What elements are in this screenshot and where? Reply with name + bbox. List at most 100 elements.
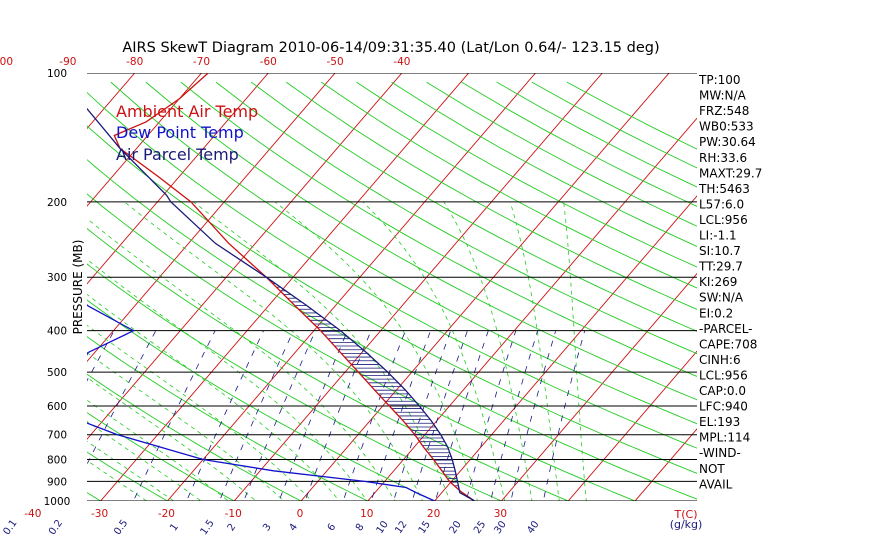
mixing-ratio-tick-label: 15 [417, 519, 433, 536]
stability-index-entry: NOT [699, 462, 725, 476]
isotherm-line [567, 350, 697, 501]
sounding-series [87, 73, 476, 501]
top-temp-tick-label: -100 [0, 56, 13, 68]
stability-index-entry: SW:N/A [699, 291, 744, 305]
isotherm-line [434, 195, 697, 501]
dry-adiabat-line [321, 81, 697, 289]
isotherm-line [87, 73, 336, 363]
moist-adiabat-line [193, 201, 451, 501]
stability-index-entry: MAXT:29.7 [699, 166, 762, 180]
isotherm-line [0, 63, 76, 510]
stability-index-entry: FRZ:548 [699, 104, 749, 118]
stability-index-entry: PW:30.64 [699, 135, 756, 149]
dry-adiabat-line [87, 451, 169, 501]
isotherm-line [500, 272, 697, 501]
bottom-temp-tick-label: -30 [91, 508, 108, 520]
bottom-temp-tick-label: 20 [427, 508, 440, 520]
mixing-ratio-tick-labels: 0.1 0.2 0.5 1 1.5 2 3 4 6 8 10 12 15 20 25 30 40 [1, 518, 541, 537]
stability-index-entry: EL:193 [699, 415, 740, 429]
mixing-ratio-tick-label: 30 [492, 519, 508, 536]
legend: Ambient Air Temp Dew Point Temp Air Parc… [116, 102, 258, 164]
mixing-ratio-unit-label: (g/kg) [670, 518, 703, 531]
stability-index-entry: RH:33.6 [699, 151, 747, 165]
top-temp-tick-label: -40 [393, 56, 410, 68]
dry-adiabat-line [87, 263, 503, 501]
bottom-temp-tick-label: -10 [225, 508, 242, 520]
stability-index-entry: CAPE:708 [699, 337, 757, 351]
mixing-ratio-tick-label: 1 [168, 522, 181, 534]
legend-ambient-air-temp: Ambient Air Temp [116, 102, 258, 121]
cape-area [268, 279, 460, 490]
stability-index-entry: LI:-1.1 [699, 229, 737, 243]
mixing-ratio-tick-label: 25 [472, 519, 488, 536]
stability-index-entry: SI:10.7 [699, 244, 741, 258]
pressure-tick-labels: 100 200 300 400 500 600 700 800 900 1000 [44, 68, 71, 508]
dry-adiabat-line [0, 82, 48, 510]
legend-air-parcel-temp: Air Parcel Temp [116, 145, 239, 164]
dry-adiabat-line [87, 91, 697, 449]
mixing-ratio-line [542, 330, 586, 501]
dry-adiabat-line [87, 373, 303, 501]
mixing-ratio-line [186, 330, 264, 501]
mixing-ratio-tick-label: 0.5 [112, 518, 130, 537]
stability-index-entry: L57:6.0 [699, 197, 744, 211]
isotherms [0, 63, 697, 510]
x-axis-label: T(C) [674, 508, 698, 521]
pressure-tick-label: 900 [47, 476, 67, 488]
pressure-tick-label: 300 [47, 272, 67, 284]
stability-index-entry: MPL:114 [699, 431, 750, 445]
mixing-ratio-line [490, 330, 538, 501]
isotherm-line [87, 73, 403, 440]
series-line [87, 304, 435, 501]
stability-index-entry: LCL:956 [699, 213, 748, 227]
mixing-ratio-tick-label: 2 [226, 522, 239, 534]
stability-index-entry: TH:5463 [698, 182, 750, 196]
bottom-temp-tick-label: 10 [360, 508, 373, 520]
mixing-ratio-tick-label: 6 [326, 522, 339, 534]
isobars [87, 73, 697, 501]
mixing-ratio-tick-label: 3 [261, 522, 274, 534]
dry-adiabat-line [180, 81, 697, 377]
moist-adiabat-line [87, 420, 202, 501]
moist-adiabat-line [87, 258, 368, 501]
dry-adiabat-line [215, 81, 697, 355]
top-temp-tick-label: -70 [193, 56, 210, 68]
dry-adiabat-line [87, 299, 436, 501]
stability-index-entry: MW:N/A [699, 89, 747, 103]
dry-adiabat-line [110, 81, 697, 425]
isotherm-line [100, 73, 470, 501]
moist-adiabat-line [87, 293, 340, 501]
isotherm-line [0, 63, 9, 510]
stability-index-entry: -WIND- [699, 446, 741, 460]
isotherm-line [233, 73, 603, 501]
stability-index-entry: LFC:940 [699, 400, 748, 414]
dry-adiabat-line [250, 81, 697, 332]
mixing-ratio-line [243, 330, 316, 501]
dry-adiabat-line [87, 193, 637, 501]
background-grid [0, 63, 697, 510]
stability-index-entry: WB0:533 [699, 120, 754, 134]
moist-adiabats [87, 201, 587, 501]
mixing-ratio-tick-label: 4 [287, 522, 300, 534]
stability-index-entry: EI:0.2 [699, 306, 733, 320]
isotherm-line [87, 73, 269, 285]
mixing-ratio-line [219, 330, 294, 501]
bottom-temp-tick-label: -20 [158, 508, 175, 520]
mixing-ratio-tick-label: 0.2 [47, 518, 65, 537]
isotherm-line [87, 73, 203, 207]
mixing-ratio-tick-label: 12 [393, 519, 409, 536]
moist-adiabat-line [124, 201, 423, 501]
dry-adiabat-line [285, 81, 697, 310]
pressure-tick-label: 700 [47, 430, 67, 442]
pressure-tick-label: 500 [47, 367, 67, 379]
moist-adiabat-line [563, 201, 587, 501]
dry-adiabat-line [87, 336, 369, 501]
mixing-ratio-line [510, 330, 557, 501]
mixing-ratio-tick-label: 1.5 [199, 518, 217, 537]
mixing-ratio-tick-label: 20 [448, 519, 464, 536]
isotherm-line [166, 73, 537, 501]
mixing-ratio-line [304, 330, 372, 501]
